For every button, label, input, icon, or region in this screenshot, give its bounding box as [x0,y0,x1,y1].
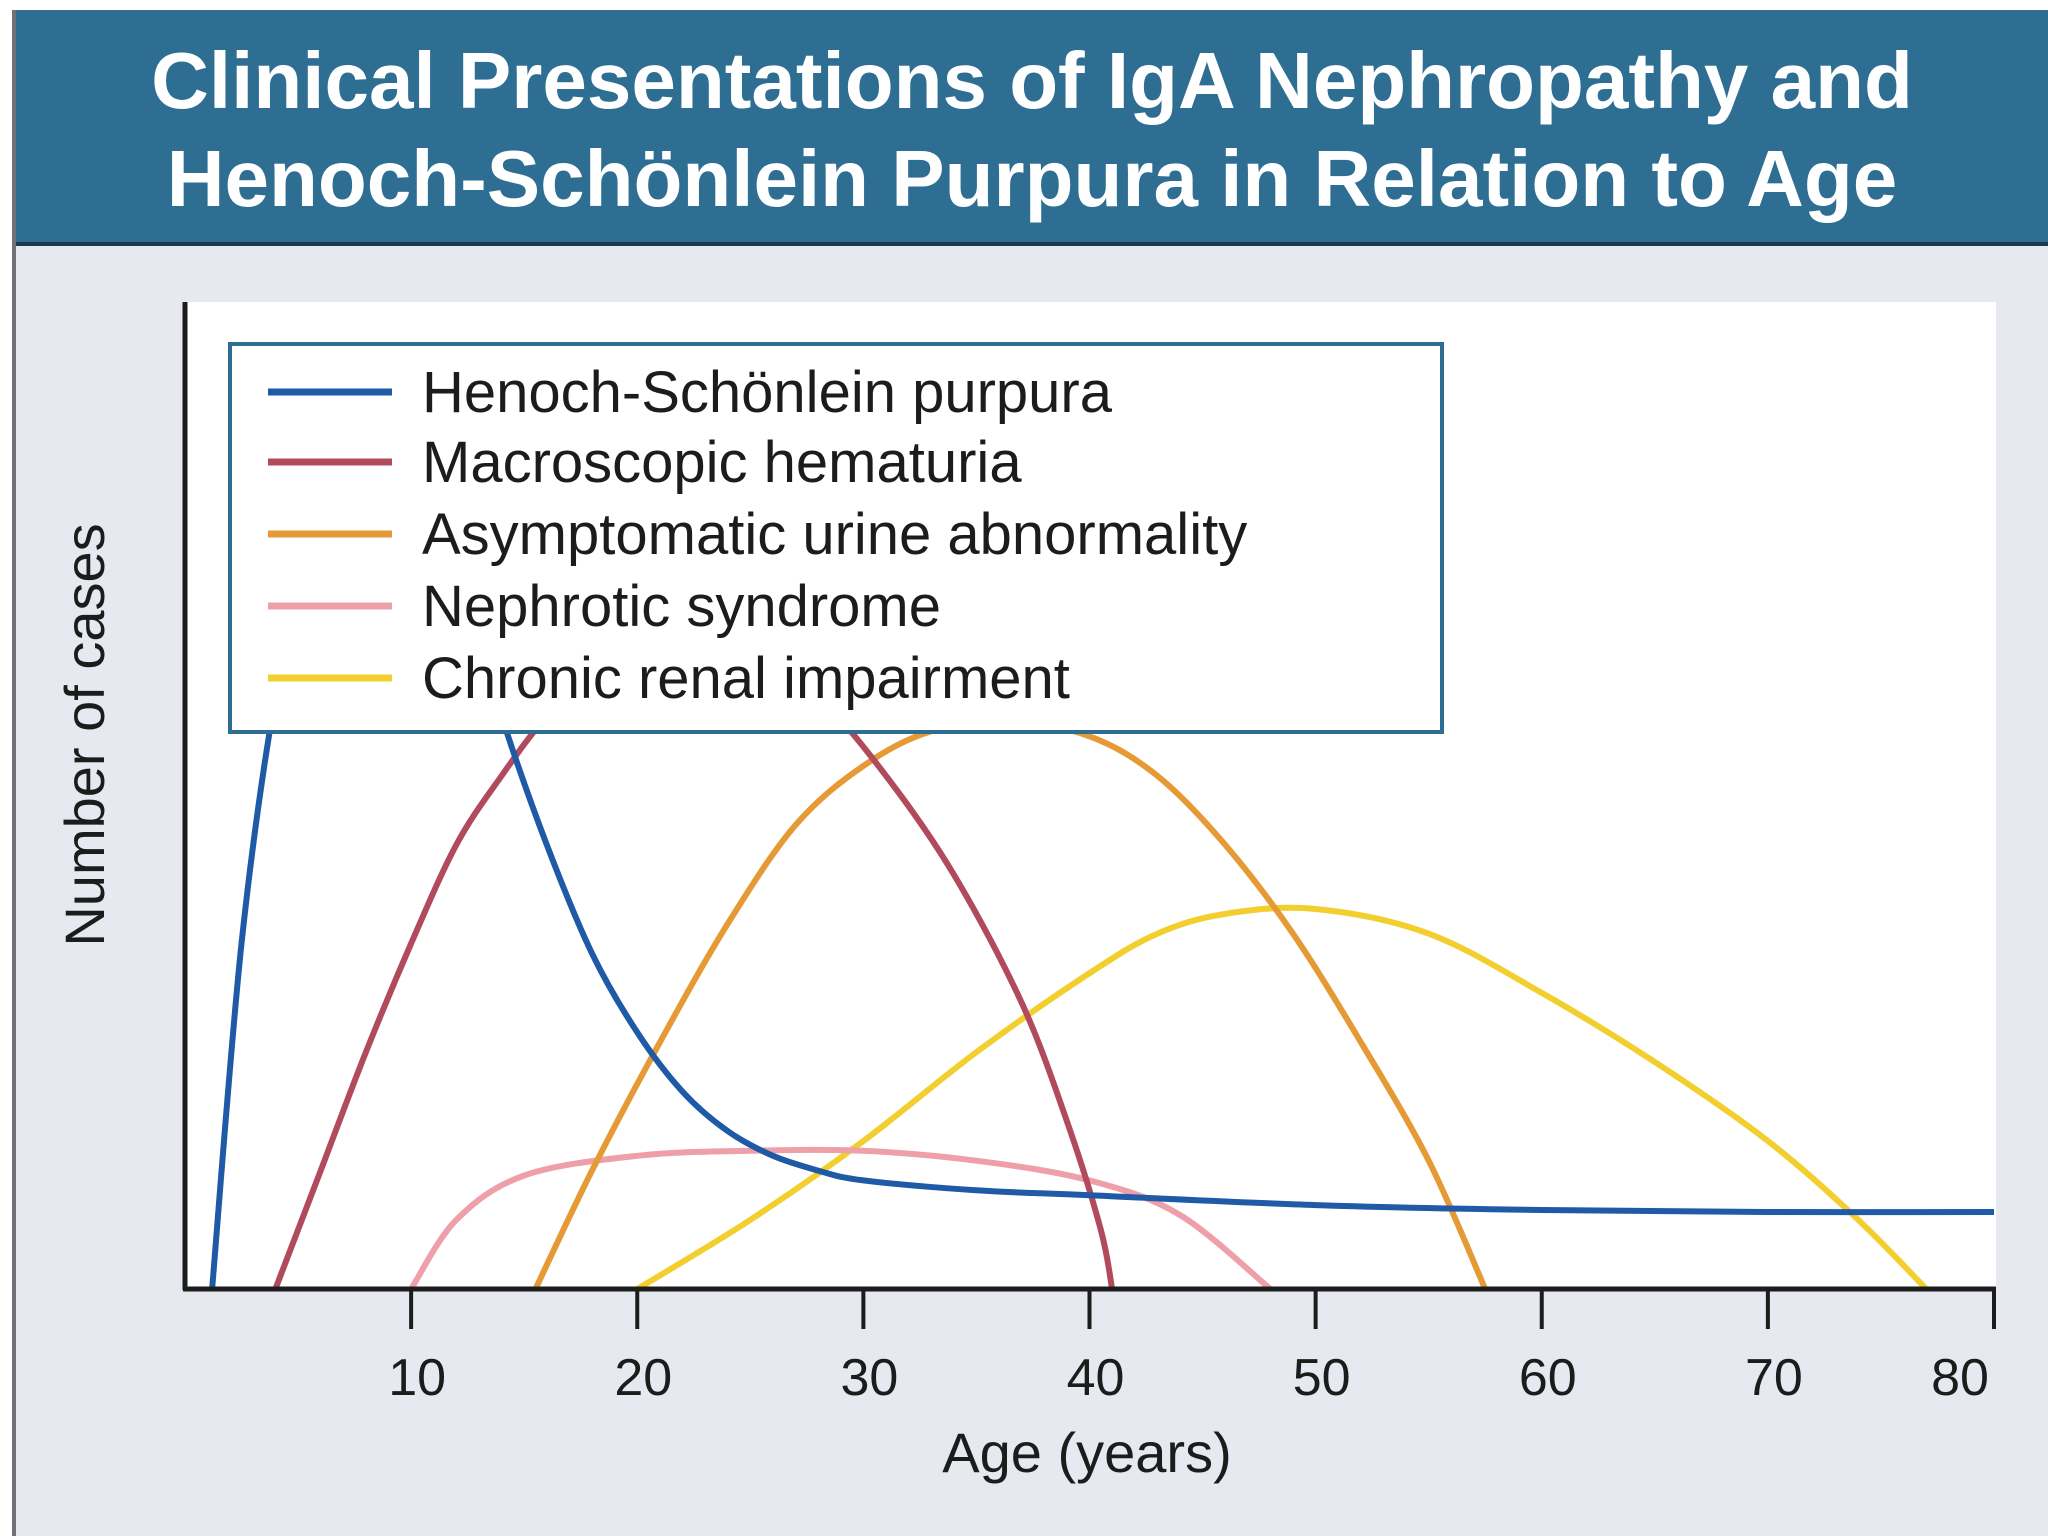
chart-title-line-2: Henoch-Schönlein Purpura in Relation to … [166,134,1898,223]
x-tick-label-30: 30 [840,1349,898,1407]
x-ticks: 10 20 30 40 50 60 70 80 [388,1289,1996,1407]
x-tick-label-40: 40 [1067,1349,1125,1407]
legend-label-henoch-schonlein-purpura: Henoch-Schönlein purpura [422,360,1113,425]
y-axis-title: Number of cases [53,523,116,946]
title-bar: Clinical Presentations of IgA Nephropath… [16,10,2048,246]
legend-label-chronic-renal-impairment: Chronic renal impairment [422,646,1070,711]
x-tick-label-60: 60 [1519,1349,1577,1407]
x-tick-label-80: 80 [1931,1349,1989,1407]
x-axis-title: Age (years) [942,1421,1231,1484]
chart-title-line-1: Clinical Presentations of IgA Nephropath… [151,36,1913,125]
legend-box [228,342,1444,734]
x-tick-label-50: 50 [1293,1349,1351,1407]
legend-label-macroscopic-hematuria: Macroscopic hematuria [422,430,1022,495]
legend-label-nephrotic-syndrome: Nephrotic syndrome [422,574,941,639]
x-tick-label-70: 70 [1745,1349,1803,1407]
legend-label-asymptomatic-urine-abnormality: Asymptomatic urine abnormality [422,502,1247,567]
x-tick-label-10: 10 [388,1349,446,1407]
x-tick-label-20: 20 [614,1349,672,1407]
series-line-nephrotic-syndrome [408,1146,1273,1292]
